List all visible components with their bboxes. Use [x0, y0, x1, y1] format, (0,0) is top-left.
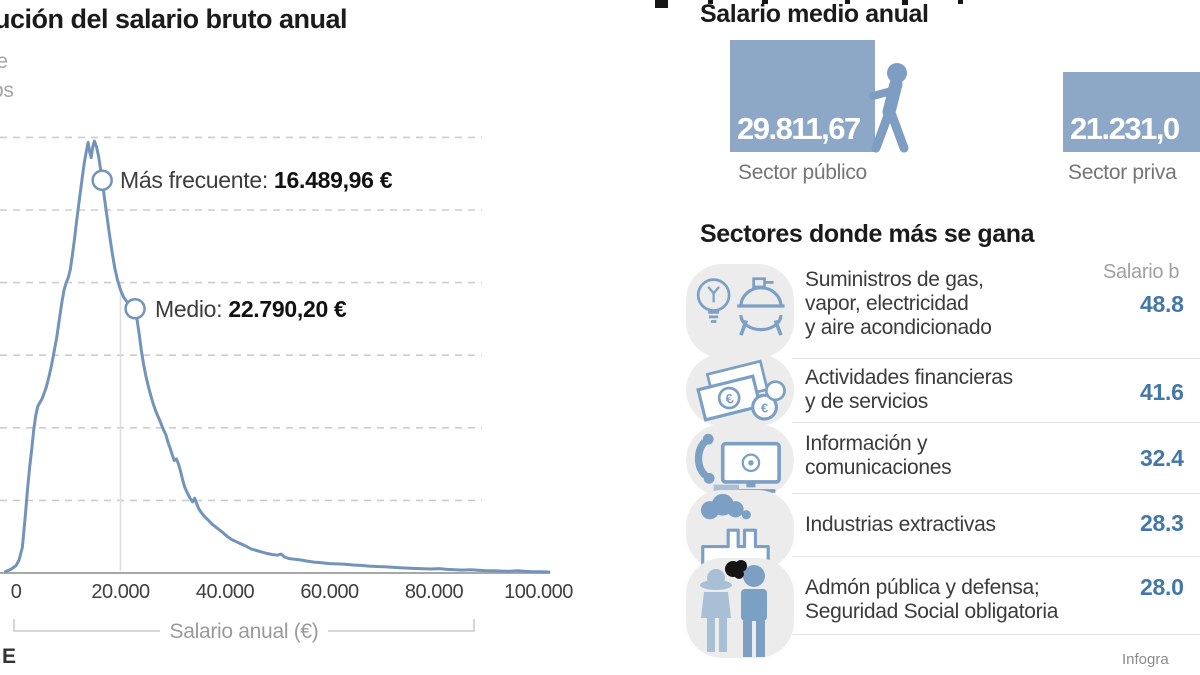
x-tick-80000: 80.000 — [404, 581, 464, 603]
avg-salary-title: Salario medio anual — [700, 0, 929, 28]
public-sector-label: Sector público — [738, 161, 867, 184]
sector-row-label: Admón pública y defensa; Seguridad Social… — [805, 576, 1058, 624]
x-tick-40000: 40.000 — [195, 581, 255, 603]
private-sector-value: 21.231,0 — [1070, 111, 1180, 146]
sector-label-line: comunicaciones — [805, 456, 952, 479]
row-separator — [792, 358, 1200, 359]
mode-marker — [91, 169, 113, 191]
communications-icon-container — [686, 424, 794, 496]
mean-annotation-label: Medio: — [155, 296, 229, 322]
sector-label-line: Industrias extractivas — [805, 513, 996, 536]
svg-text:€: € — [724, 391, 735, 407]
sector-row-label: Actividades financieras y de servicios — [805, 366, 1013, 414]
sector-label-line: y de servicios — [805, 390, 929, 413]
x-tick-20000: 20.000 — [91, 581, 150, 603]
x-tick-100000: 100.000 — [504, 581, 573, 603]
sector-row-label: Suministros de gas, vapor, electricidad y … — [805, 268, 992, 340]
sector-label-line: Actividades financieras — [805, 366, 1013, 389]
person-pushing-icon — [869, 63, 909, 153]
sector-row-label: Industrias extractivas — [805, 513, 996, 537]
sector-row-label: Información y comunicaciones — [805, 432, 952, 480]
sector-row-value-cropped: 32.4 — [1140, 445, 1184, 471]
public-sector-box: 29.811,67 — [730, 40, 875, 152]
salary-distribution-chart — [0, 136, 551, 632]
salary-column-header-cropped: Salario b — [1103, 261, 1180, 283]
energy-icon — [696, 277, 785, 336]
sector-row-value-cropped: 28.3 — [1140, 510, 1184, 536]
cropped-text-remnant — [845, 0, 850, 4]
sector-label-line: Admón pública y defensa; — [805, 576, 1040, 599]
mean-marker — [124, 297, 146, 320]
sector-label-line: vapor, electricidad — [805, 292, 969, 315]
sector-label-line: y aire acondicionado — [805, 316, 992, 339]
x-tick-60000: 60.000 — [300, 581, 359, 603]
energy-icon-container — [686, 264, 794, 358]
row-separator — [792, 556, 1200, 557]
people-icon-container — [686, 558, 794, 658]
distribution-curve — [4, 139, 551, 574]
mean-annotation: Medio: 22.790,20 € — [155, 296, 347, 323]
row-separator — [792, 634, 1200, 635]
cropped-text-remnant — [762, 0, 768, 4]
sector-label-line: Información y — [805, 432, 928, 455]
mean-annotation-value: 22.790,20 € — [228, 296, 347, 322]
public-sector-value: 29.811,67 — [737, 111, 861, 146]
chart-subtitle-fragment-1: le — [0, 50, 8, 73]
people-icon — [700, 560, 767, 657]
svg-text:€: € — [761, 401, 768, 416]
row-separator — [792, 422, 1200, 423]
private-sector-box: 21.231,0 — [1063, 72, 1200, 152]
mode-annotation: Más frecuente: 16.489,96 € — [120, 167, 393, 194]
mode-annotation-value: 16.489,96 € — [274, 167, 393, 193]
sector-row-value-cropped: 41.6 — [1140, 379, 1184, 405]
x-axis-label: Salario anual (€) — [169, 620, 319, 643]
sector-label-line: Suministros de gas, — [805, 268, 984, 291]
mode-annotation-label: Más frecuente: — [120, 167, 275, 193]
top-sectors-title: Sectores donde más se gana — [700, 220, 1035, 248]
cropped-text-remnant — [902, 0, 908, 5]
chart-subtitle-fragment-2: os — [0, 79, 14, 102]
source-text-cropped: E — [2, 645, 17, 668]
sector-row-value-cropped: 28.0 — [1140, 574, 1184, 600]
cropped-text-remnant — [655, 0, 668, 8]
money-icon: € € — [696, 359, 786, 422]
credit-text-cropped: Infogra — [1122, 651, 1169, 668]
money-icon-container: € € — [686, 354, 794, 426]
chart-title-cropped: ución del salario bruto anual — [0, 4, 348, 34]
x-axis-bracket — [13, 619, 475, 632]
cropped-text-remnant — [958, 0, 963, 4]
sector-label-line: Seguridad Social obligatoria — [805, 600, 1059, 623]
sector-row-value-cropped: 48.8 — [1140, 291, 1184, 317]
communications-icon — [694, 433, 781, 493]
x-tick-0: 0 — [10, 581, 22, 603]
cropped-text-remnant — [708, 0, 713, 4]
row-separator — [792, 493, 1200, 494]
private-sector-label: Sector priva — [1068, 161, 1177, 184]
